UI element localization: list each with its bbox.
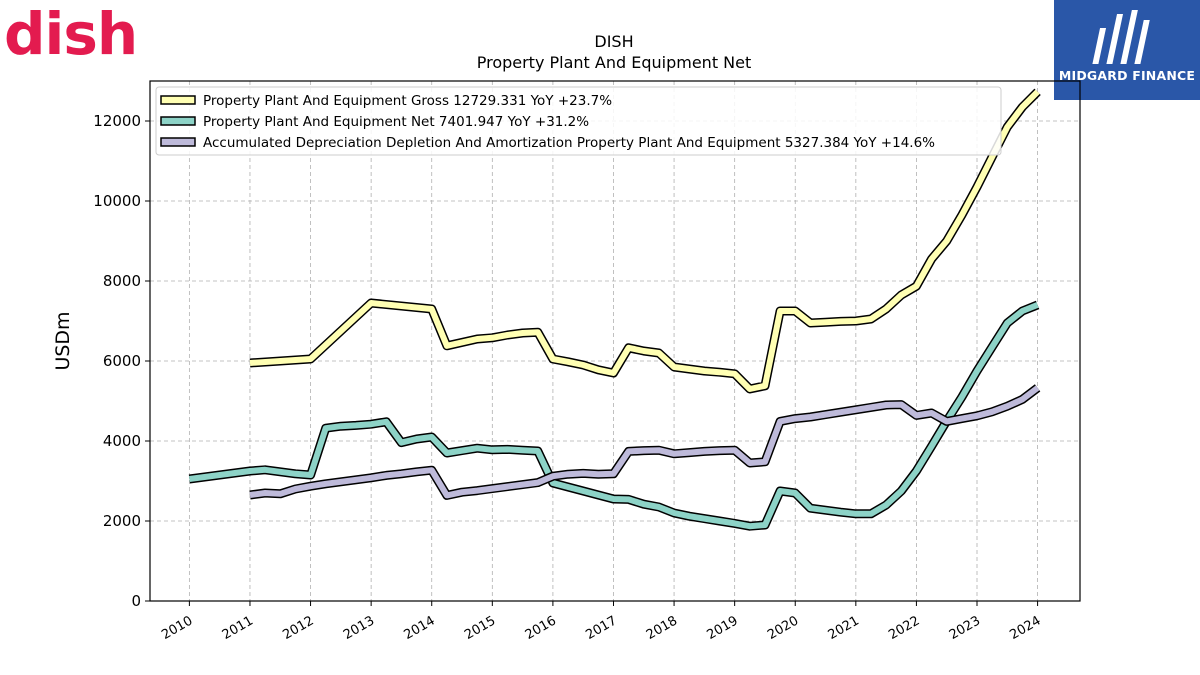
legend-label-0: Property Plant And Equipment Gross 12729… [203, 93, 612, 109]
chart-title: DISH [594, 32, 633, 51]
y-axis-label: USDm [52, 311, 74, 370]
x-tick-label: 2020 [765, 613, 801, 643]
y-tick-label: 6000 [103, 352, 141, 370]
dish-logo: dish [4, 4, 138, 66]
grid-layer [150, 81, 1080, 602]
x-tick-label: 2016 [523, 613, 559, 643]
y-tick-label: 4000 [103, 432, 141, 450]
plot-frame [149, 80, 1081, 602]
series-line-2 [249, 385, 1040, 499]
y-tick-label: 12000 [93, 112, 141, 130]
x-tick-label: 2019 [704, 613, 740, 643]
x-tick-label: 2015 [462, 613, 498, 643]
y-tick-label: 0 [131, 592, 141, 610]
x-tick-label: 2010 [159, 613, 195, 643]
x-tick-label: 2021 [826, 613, 862, 643]
x-tick-label: 2024 [1007, 613, 1043, 643]
midgard-finance-badge: MIDGARD FINANCE [1054, 0, 1200, 100]
x-tick-label: 2014 [402, 613, 438, 643]
series-layer [188, 88, 1041, 531]
legend-label-2: Accumulated Depreciation Depletion And A… [203, 135, 935, 151]
legend: Property Plant And Equipment Gross 12729… [155, 86, 1002, 156]
legend-swatch-2 [160, 137, 196, 147]
series-line-0 [249, 89, 1040, 392]
chart-subtitle: Property Plant And Equipment Net [477, 53, 752, 72]
x-tick-label: 2017 [583, 613, 619, 643]
midgard-finance-text: MIDGARD FINANCE [1058, 68, 1196, 83]
y-tick-label: 2000 [103, 512, 141, 530]
x-tick-label: 2011 [220, 613, 256, 643]
x-tick-label: 2022 [886, 613, 922, 643]
x-tick-label: 2013 [341, 613, 377, 643]
legend-swatch-1 [160, 116, 196, 126]
y-tick-label: 10000 [93, 192, 141, 210]
legend-label-1: Property Plant And Equipment Net 7401.94… [203, 114, 589, 130]
x-tick-label: 2018 [644, 613, 680, 643]
midgard-logo-icon [1092, 10, 1150, 64]
tick-layer: 0 2000 4000 6000 8000 10000 12000 2010 2011 2012 2… [93, 112, 1043, 643]
legend-box [155, 86, 1002, 156]
dish-logo-text: dish [4, 4, 137, 66]
y-tick-label: 8000 [103, 272, 141, 290]
x-tick-label: 2023 [947, 613, 983, 643]
x-tick-label: 2012 [280, 613, 316, 643]
legend-swatch-0 [160, 95, 196, 105]
series-line-1 [189, 302, 1039, 530]
